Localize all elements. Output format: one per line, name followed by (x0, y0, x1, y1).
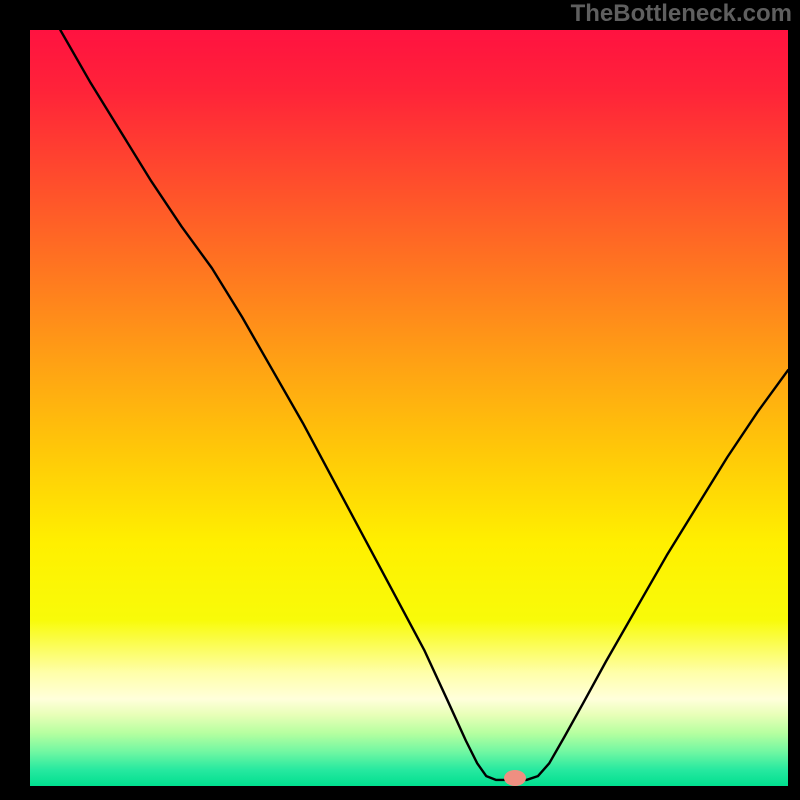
optimal-marker (502, 768, 528, 788)
attribution-text: TheBottleneck.com (571, 0, 792, 28)
gradient-background (30, 30, 788, 786)
chart-svg (30, 30, 788, 786)
plot-area (30, 30, 788, 786)
chart-frame: TheBottleneck.com (0, 0, 800, 800)
